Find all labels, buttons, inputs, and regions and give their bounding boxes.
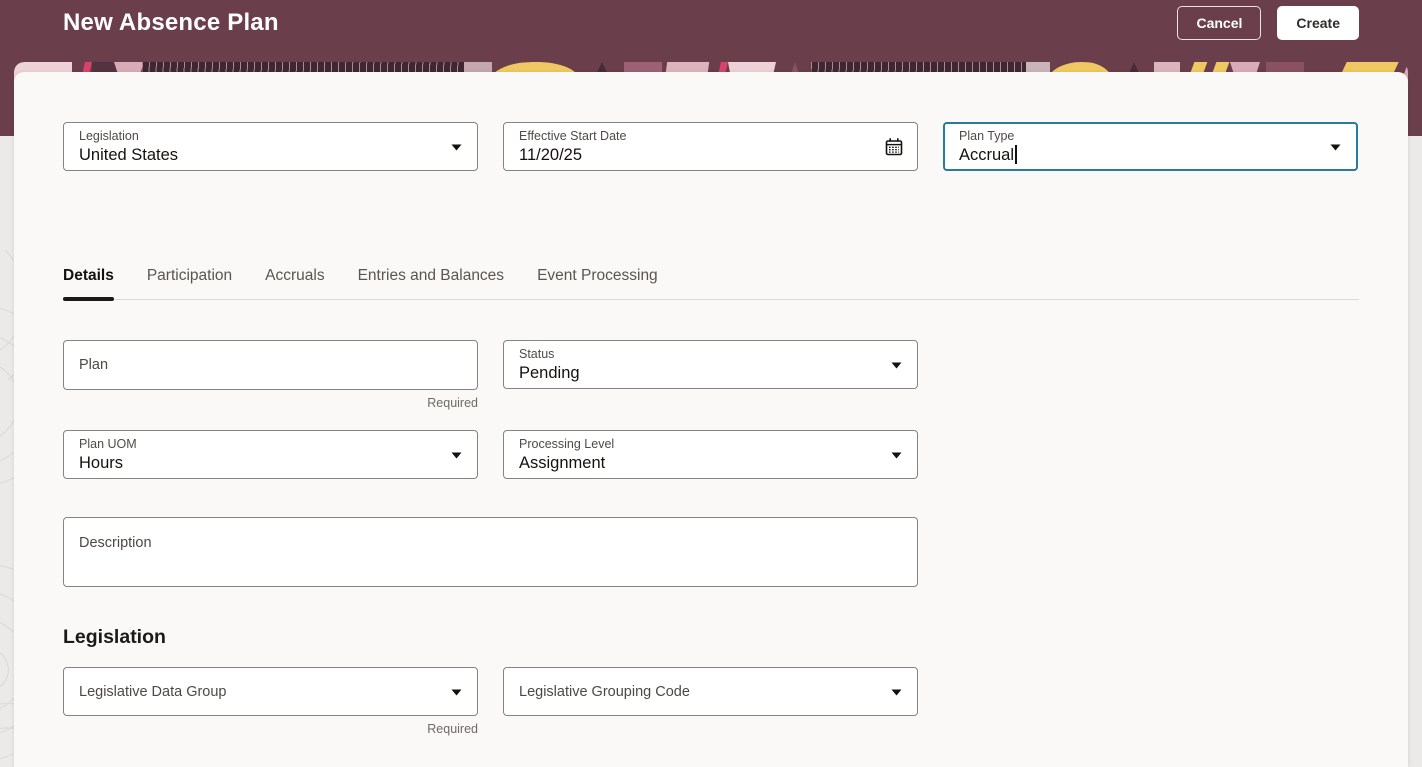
plan-input[interactable] bbox=[63, 340, 478, 390]
tab-bar: Details Participation Accruals Entries a… bbox=[63, 265, 1359, 301]
chevron-down-icon bbox=[451, 144, 462, 150]
status-label: Status bbox=[519, 347, 555, 361]
plan-uom-select[interactable]: Plan UOM Hours bbox=[63, 430, 478, 479]
legislative-data-group-select[interactable]: Legislative Data Group bbox=[63, 667, 478, 716]
calendar-icon[interactable] bbox=[884, 137, 904, 157]
chevron-down-icon bbox=[891, 362, 902, 368]
description-textarea[interactable] bbox=[63, 517, 918, 587]
chevron-down-icon bbox=[891, 689, 902, 695]
plan-status-row: Required Status Pending bbox=[63, 340, 1359, 411]
processing-level-label: Processing Level bbox=[519, 437, 615, 451]
processing-level-value: Assignment bbox=[519, 454, 606, 472]
cancel-button[interactable]: Cancel bbox=[1177, 6, 1262, 40]
tab-event-processing[interactable]: Event Processing bbox=[537, 267, 658, 284]
main-panel: Legislation United States Effective Star… bbox=[14, 72, 1408, 767]
legislative-data-group-group: Legislative Data Group Required bbox=[63, 667, 478, 737]
chevron-down-icon bbox=[891, 452, 902, 458]
text-cursor bbox=[1015, 145, 1017, 164]
plan-type-select[interactable]: Plan Type Accrual bbox=[943, 122, 1358, 171]
app-header: New Absence Plan Cancel Create bbox=[0, 0, 1422, 62]
required-note: Required bbox=[427, 722, 478, 736]
effective-start-date-label: Effective Start Date bbox=[519, 129, 627, 143]
header-actions: Cancel Create bbox=[1177, 6, 1359, 40]
legislative-data-group-placeholder: Legislative Data Group bbox=[79, 683, 227, 700]
plan-field-group: Required bbox=[63, 340, 478, 411]
plan-uom-label: Plan UOM bbox=[79, 437, 137, 451]
tab-participation[interactable]: Participation bbox=[146, 267, 233, 284]
legislation-section-heading: Legislation bbox=[63, 626, 166, 648]
status-value: Pending bbox=[519, 364, 580, 382]
legislation-fields-row: Legislative Data Group Required Legislat… bbox=[63, 667, 1359, 737]
context-fields-row: Legislation United States Effective Star… bbox=[63, 122, 1359, 171]
chevron-down-icon bbox=[451, 452, 462, 458]
legislation-label: Legislation bbox=[79, 129, 139, 143]
required-note: Required bbox=[427, 396, 478, 410]
legislation-value: United States bbox=[79, 146, 179, 164]
tab-details[interactable]: Details bbox=[63, 265, 114, 301]
plan-uom-value: Hours bbox=[79, 454, 124, 472]
legislation-select[interactable]: Legislation United States bbox=[63, 122, 478, 171]
uom-processing-row: Plan UOM Hours Processing Level Assignme… bbox=[63, 430, 1359, 479]
plan-type-value: Accrual bbox=[959, 145, 1017, 164]
processing-level-select[interactable]: Processing Level Assignment bbox=[503, 430, 918, 479]
create-button[interactable]: Create bbox=[1277, 6, 1359, 40]
tab-accruals[interactable]: Accruals bbox=[265, 267, 325, 284]
legislative-grouping-code-placeholder: Legislative Grouping Code bbox=[519, 683, 690, 700]
chevron-down-icon bbox=[451, 689, 462, 695]
plan-type-label: Plan Type bbox=[959, 129, 1015, 143]
legislative-grouping-code-select[interactable]: Legislative Grouping Code bbox=[503, 667, 918, 716]
status-select[interactable]: Status Pending bbox=[503, 340, 918, 389]
effective-start-date-field[interactable]: Effective Start Date 11/20/25 bbox=[503, 122, 918, 171]
effective-start-date-value: 11/20/25 bbox=[519, 146, 583, 164]
chevron-down-icon bbox=[1330, 144, 1341, 150]
page-title: New Absence Plan bbox=[63, 9, 279, 36]
tab-entries-and-balances[interactable]: Entries and Balances bbox=[357, 267, 505, 284]
